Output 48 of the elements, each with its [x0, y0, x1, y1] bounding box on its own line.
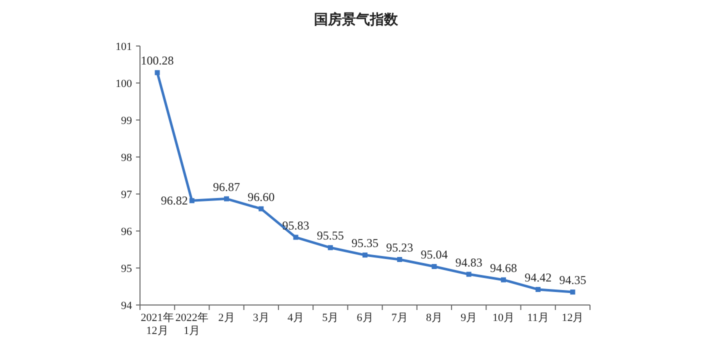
text: 95.23	[386, 240, 414, 254]
x-tick-label: 5月	[322, 312, 339, 324]
x-tick-label: 2021年 12月	[140, 312, 174, 337]
text: 100.28	[140, 54, 174, 68]
y-tick-label: 97	[121, 189, 132, 201]
point	[293, 234, 298, 240]
text: 95.83	[282, 218, 310, 232]
text: 96.82	[160, 194, 188, 208]
x-tick-label: 2月	[218, 312, 235, 324]
text: 94.42	[524, 270, 552, 284]
y-tick-label: 100	[116, 78, 132, 90]
x-tick-label: 4月	[288, 312, 304, 324]
text: 94.68	[490, 260, 517, 275]
point	[154, 70, 160, 76]
x-tick-label: 2022年 1月	[175, 312, 208, 337]
x-tick-label: 7月	[391, 312, 408, 324]
y-tick-label: 94	[121, 300, 132, 312]
x-tick-label: 6月	[356, 312, 374, 324]
point	[536, 286, 541, 292]
x-tick-label: 11月	[527, 312, 549, 324]
point	[328, 245, 333, 250]
y-tick-label: 96	[121, 226, 132, 238]
point	[570, 290, 576, 295]
y-tick-label: 95	[121, 263, 132, 275]
y-tick-label: 101	[116, 41, 132, 53]
text: 95.35	[352, 236, 378, 250]
text: 94.83	[455, 255, 482, 270]
point	[500, 277, 506, 282]
x-tick-label: 12月	[562, 312, 584, 324]
text: 95.04	[420, 248, 448, 262]
text: 96.60	[248, 190, 275, 204]
text: 94.35	[559, 273, 586, 288]
x-tick-label: 9月	[460, 312, 478, 324]
chart-title: 国房景气指数	[314, 11, 399, 27]
y-tick-label: 98	[121, 152, 132, 164]
text: 96.87	[213, 180, 240, 194]
y-tick-label: 99	[121, 115, 132, 127]
text: 95.55	[316, 228, 344, 243]
point	[224, 196, 230, 202]
point	[466, 272, 472, 277]
point	[362, 252, 368, 258]
point	[258, 206, 264, 212]
x-tick-label: 8月	[426, 312, 442, 324]
point	[189, 198, 194, 204]
point	[397, 256, 402, 262]
x-tick-label: 10月	[492, 312, 514, 324]
point	[432, 264, 437, 270]
x-tick-label: 3月	[252, 312, 270, 324]
